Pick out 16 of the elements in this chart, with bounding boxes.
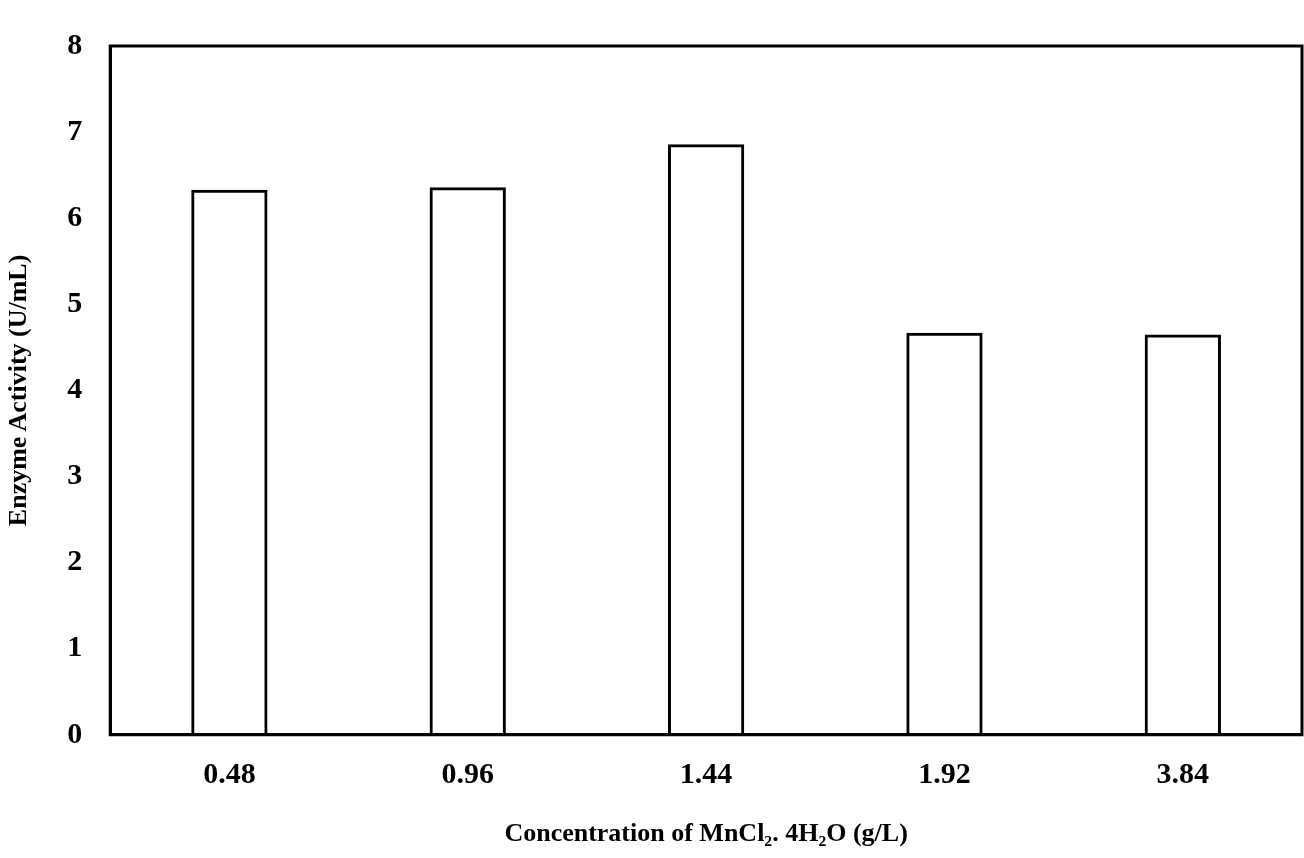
- x-tick-label: 1.44: [679, 755, 733, 789]
- x-axis-title: Concentration of MnCl₂. 4H₂O (g/L): [504, 818, 908, 848]
- y-tick-label: 6: [67, 198, 83, 232]
- x-tick-label: 0.96: [441, 755, 494, 789]
- y-tick-label: 1: [67, 629, 83, 663]
- y-axis-title: Enzyme Activity (U/mL): [3, 254, 33, 527]
- y-tick-label: 3: [67, 457, 83, 491]
- y-tick-label: 2: [67, 543, 83, 577]
- x-tick-label: 0.48: [203, 755, 256, 789]
- y-tick-label: 5: [67, 285, 83, 319]
- x-tick-label: 3.84: [1156, 755, 1210, 789]
- y-tick-label: 0: [67, 715, 83, 749]
- y-tick-label: 7: [67, 112, 83, 146]
- y-tick-label: 8: [67, 26, 83, 60]
- x-tick-label: 1.92: [918, 755, 971, 789]
- y-tick-label: 4: [67, 371, 83, 405]
